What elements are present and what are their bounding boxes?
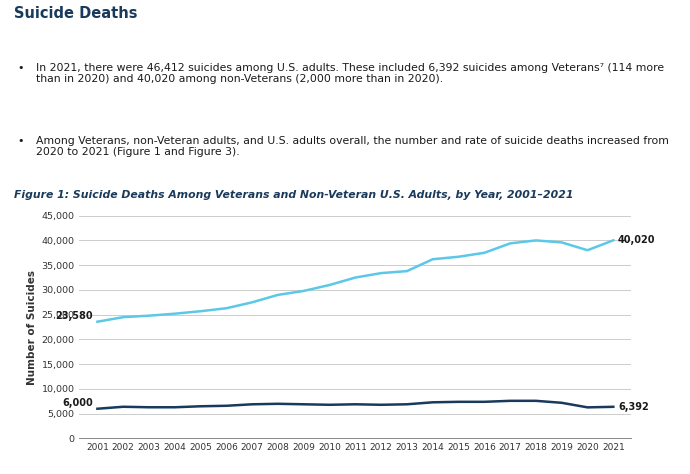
Text: 6,000: 6,000 [62,398,92,408]
Text: In 2021, there were 46,412 suicides among U.S. adults. These included 6,392 suic: In 2021, there were 46,412 suicides amon… [36,63,664,84]
Text: Figure 1: Suicide Deaths Among Veterans and Non-Veteran U.S. Adults, by Year, 20: Figure 1: Suicide Deaths Among Veterans … [14,190,573,200]
Text: 6,392: 6,392 [618,402,649,412]
Text: 23,580: 23,580 [55,311,92,321]
Text: •: • [17,63,23,73]
Text: Among Veterans, non-Veteran adults, and U.S. adults overall, the number and rate: Among Veterans, non-Veteran adults, and … [36,136,669,157]
Text: 40,020: 40,020 [618,235,656,246]
Text: Suicide Deaths: Suicide Deaths [14,6,137,21]
Text: •: • [17,136,23,146]
Y-axis label: Number of Suicides: Number of Suicides [27,270,37,384]
